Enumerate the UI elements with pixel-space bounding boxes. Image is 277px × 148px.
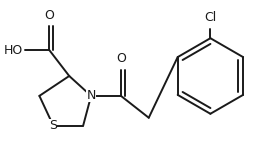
Text: N: N [86, 89, 96, 102]
Text: Cl: Cl [204, 11, 217, 24]
Text: O: O [116, 52, 126, 65]
Text: S: S [49, 119, 57, 132]
Text: HO: HO [4, 44, 24, 57]
Text: O: O [44, 9, 54, 22]
